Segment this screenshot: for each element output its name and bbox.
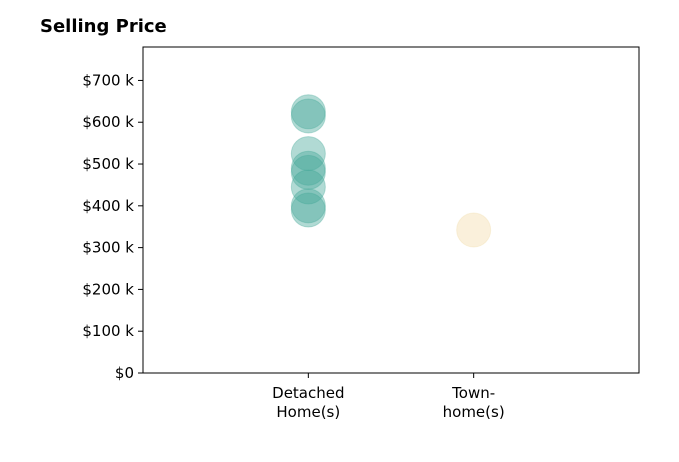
data-point (290, 169, 326, 205)
data-point (290, 192, 326, 228)
plot-frame (142, 46, 640, 374)
y-tick-label: $700 k (82, 71, 134, 89)
y-tick-label: $0 (115, 364, 134, 382)
y-tick-label: $300 k (82, 239, 134, 257)
x-axis: Detached Home(s) Town-home(s) (272, 373, 505, 421)
data-point (290, 188, 326, 224)
data-point (290, 136, 326, 172)
data-point (290, 94, 326, 130)
data-points (290, 94, 492, 248)
y-tick-label: $100 k (82, 322, 134, 340)
y-tick-label: $400 k (82, 197, 134, 215)
y-tick-label: $500 k (82, 155, 134, 173)
data-point (456, 212, 492, 248)
data-point (290, 98, 326, 134)
y-tick-label: $600 k (82, 113, 134, 131)
x-tick-label: Town-home(s) (443, 384, 505, 421)
y-tick-label: $200 k (82, 280, 134, 298)
chart-title: Selling Price (40, 16, 167, 37)
y-axis: $0 $100 k $200 k $300 k $400 k $500 k $600 k $7… (82, 71, 143, 382)
x-tick-label: Detached Home(s) (272, 384, 344, 421)
data-point (290, 154, 326, 190)
data-point (290, 150, 326, 186)
